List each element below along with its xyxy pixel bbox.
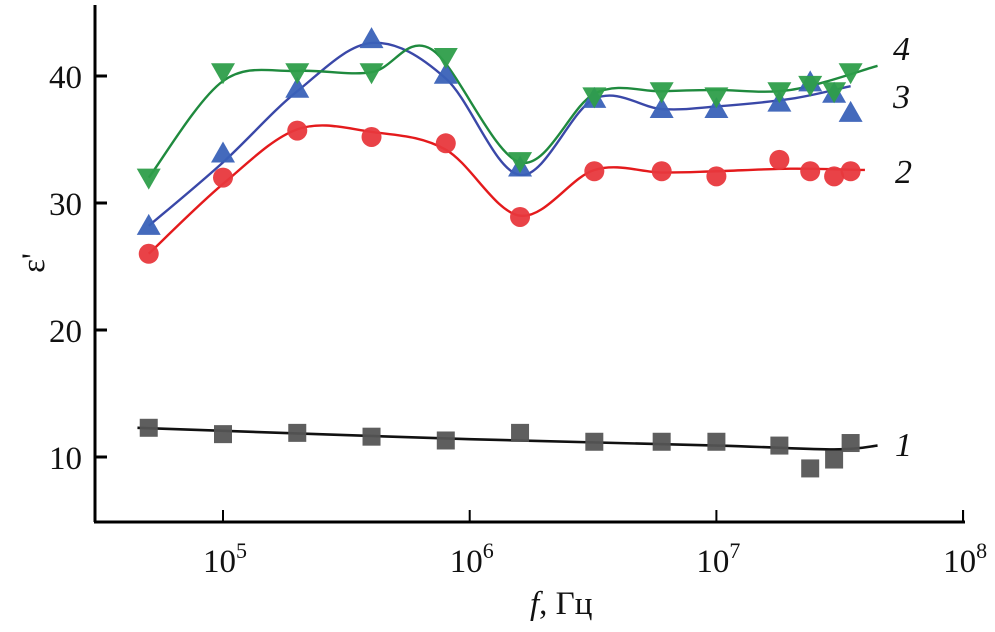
series-2-point — [800, 161, 821, 182]
series-4-point — [798, 75, 823, 97]
series-3-point — [838, 100, 863, 122]
series-2-point — [706, 166, 727, 187]
series-1-point — [801, 459, 820, 478]
fit-curves — [137, 41, 878, 451]
series-4-point — [649, 82, 674, 104]
series-4-point — [433, 47, 458, 69]
series-1-point — [825, 450, 844, 469]
series-1-point — [288, 423, 307, 442]
series-1-point — [585, 432, 604, 451]
x-tick-label: 105 — [203, 538, 247, 580]
series-4-point — [508, 152, 533, 174]
series-2-point — [435, 133, 456, 154]
series-2-point — [361, 126, 382, 147]
series-4-point — [359, 63, 384, 85]
series-4-point — [838, 63, 863, 85]
y-tick-label: 30 — [49, 187, 82, 223]
x-tick-label: 106 — [450, 538, 494, 580]
series-1-curve — [137, 426, 878, 451]
series-1-point — [770, 436, 789, 455]
series-2-point — [584, 161, 605, 182]
series-1-point — [511, 423, 530, 442]
series-1-point — [436, 431, 455, 450]
series-2-point — [213, 167, 233, 188]
series-labels: 1 2 3 4 — [892, 31, 912, 464]
series-3-point — [359, 27, 384, 49]
series-4-point — [136, 168, 161, 190]
data-markers — [136, 27, 863, 478]
series-3-label: 3 — [892, 79, 910, 116]
series-3-point — [285, 76, 310, 98]
series-4-point — [822, 82, 847, 104]
series-2-point — [287, 120, 308, 141]
y-tick-label: 40 — [49, 60, 82, 96]
series-1-point — [214, 425, 232, 444]
y-ticks: 10 20 30 40 — [49, 60, 107, 477]
series-4-point — [582, 87, 607, 109]
series-2-label: 2 — [895, 154, 912, 191]
series-4-point — [285, 63, 310, 85]
series-3-point — [211, 141, 235, 163]
series-4-point — [211, 63, 235, 85]
series-4-label: 4 — [893, 31, 910, 68]
series-1-label: 1 — [895, 427, 912, 464]
series-3-point — [136, 213, 161, 235]
series-2-point — [510, 206, 531, 227]
series-2-point — [651, 161, 672, 182]
y-tick-label: 20 — [49, 314, 82, 350]
series-4-point — [767, 82, 792, 104]
series-2-point — [769, 149, 790, 170]
series-4-curve — [147, 44, 878, 179]
series-4-point — [704, 87, 729, 109]
y-axis-title: ε' — [16, 253, 52, 273]
series-1-point — [707, 432, 726, 451]
series-3-point — [433, 62, 458, 84]
x-tick-label: 108 — [943, 538, 987, 580]
x-tick-label: 107 — [696, 538, 740, 580]
x-axis-title: f, Гц — [530, 586, 592, 622]
series-1-point — [362, 427, 381, 446]
x-ticks: 105 106 107 108 — [203, 510, 987, 580]
y-tick-label: 10 — [49, 441, 82, 477]
series-2-point — [824, 166, 845, 187]
series-2-point — [840, 161, 861, 182]
x-axis-title-unit: , Гц — [539, 586, 592, 622]
series-1-point — [139, 418, 158, 437]
series-2-point — [138, 243, 159, 264]
series-1-point — [652, 432, 671, 451]
series-1-point — [841, 434, 860, 453]
series-3-point — [649, 97, 674, 119]
series-2-curve — [147, 124, 865, 255]
